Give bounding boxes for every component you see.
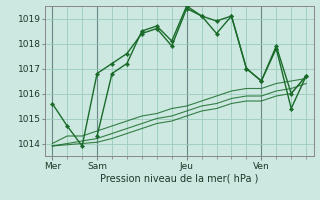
X-axis label: Pression niveau de la mer( hPa ): Pression niveau de la mer( hPa ): [100, 173, 258, 183]
